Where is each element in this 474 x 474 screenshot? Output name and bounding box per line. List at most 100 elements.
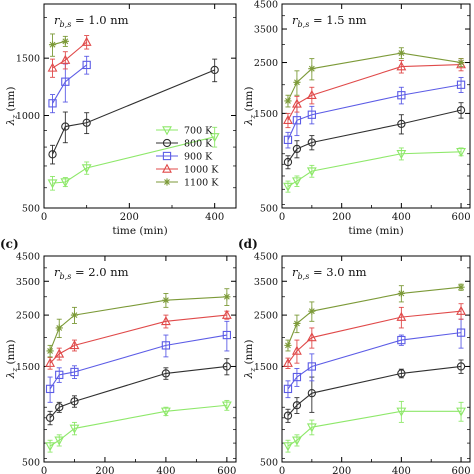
data-point: [160, 407, 171, 417]
series-line: [287, 365, 462, 416]
data-point: [292, 144, 302, 154]
data-point: [60, 54, 71, 64]
x-tick-label: 400: [392, 466, 411, 474]
data-point: [291, 436, 302, 446]
data-point: [291, 345, 302, 355]
series-900k: [48, 55, 91, 114]
data-point: [396, 407, 407, 417]
panel-2: 0 200 400 600 500 1500 2500 3500 4500 λz (nm) time…: [243, 0, 471, 237]
y-tick-label: 2500: [254, 58, 278, 69]
y-tick-label: 4500: [16, 252, 40, 263]
data-point: [47, 179, 58, 189]
data-point: [307, 138, 316, 147]
y-tick-label: 4500: [254, 252, 278, 263]
y-axis-label: λz (nm): [243, 87, 257, 127]
x-tick-label: 400: [392, 212, 411, 223]
series-line: [52, 69, 215, 155]
legend-marker: [162, 163, 172, 173]
x-tick-label: 600: [452, 466, 471, 474]
series-1100k: [46, 288, 231, 358]
data-point: [69, 340, 80, 350]
data-point: [284, 341, 292, 349]
data-point: [283, 114, 293, 125]
legend-label: 700 K: [184, 126, 213, 137]
legend-marker: [163, 178, 171, 186]
data-point: [54, 348, 65, 358]
data-point: [55, 403, 64, 412]
data-point: [292, 116, 302, 125]
plot-frame: [43, 255, 237, 463]
series-800k: [45, 358, 232, 426]
y-tick-label: 3500: [254, 277, 278, 288]
y-tick-label: 2500: [254, 311, 278, 322]
y-tick-label: 500: [260, 458, 278, 469]
data-point: [45, 413, 55, 422]
data-point: [48, 150, 57, 159]
series-700k: [45, 399, 232, 453]
panel-1: 0 200 400 500 1000 1500 λz (nm) time (min) rb,s …: [5, 3, 237, 237]
y-tick-label: 1500: [16, 54, 40, 65]
data-point: [396, 311, 407, 321]
y-axis-label: λz (nm): [243, 340, 257, 380]
x-tick-label: 0: [279, 212, 285, 223]
series-line: [287, 63, 462, 121]
data-point: [45, 442, 56, 452]
data-point: [70, 367, 79, 377]
plot-frame: [281, 255, 471, 463]
data-point: [222, 362, 232, 371]
data-point: [456, 305, 466, 315]
data-point: [291, 177, 302, 187]
series-900k: [45, 320, 232, 403]
series-800k: [283, 359, 466, 423]
series-700k: [283, 147, 466, 193]
data-point: [456, 105, 466, 115]
x-tick-label: 0: [279, 466, 285, 474]
legend-marker: [162, 151, 172, 161]
data-point: [61, 122, 70, 131]
y-tick-label: 500: [22, 458, 40, 469]
y-axis-label: λz (nm): [5, 87, 19, 127]
data-point: [81, 164, 92, 174]
data-point: [221, 401, 232, 411]
data-point: [397, 335, 406, 345]
y-tick-label: 4500: [254, 0, 278, 11]
series-line: [287, 84, 462, 141]
series-line: [49, 365, 227, 419]
data-point: [306, 332, 317, 342]
data-point: [48, 41, 57, 49]
plot-frame: [43, 3, 237, 209]
legend-label: 1000 K: [184, 165, 219, 176]
data-point: [223, 293, 231, 301]
x-tick-label: 200: [95, 466, 114, 474]
data-point: [456, 407, 466, 417]
panel-title: rb,s = 1.0 nm: [54, 13, 129, 29]
series-700k: [47, 126, 220, 191]
panel-label: (c): [0, 237, 19, 251]
y-tick-label: 1500: [254, 109, 278, 120]
series-800k: [283, 102, 466, 170]
series-line: [49, 334, 227, 390]
series-800k: [48, 58, 219, 165]
data-point: [307, 362, 316, 371]
data-point: [283, 135, 293, 144]
y-tick-label: 3500: [16, 277, 40, 288]
data-point: [456, 328, 466, 337]
x-axis-label: time (min): [348, 225, 403, 237]
data-point: [55, 370, 64, 379]
data-point: [162, 296, 170, 304]
data-point: [396, 150, 407, 160]
data-point: [307, 110, 316, 119]
x-tick-label: 200: [332, 212, 351, 223]
data-point: [60, 178, 71, 188]
data-point: [70, 397, 79, 406]
x-tick-label: 200: [332, 466, 351, 474]
data-point: [81, 36, 92, 46]
data-point: [293, 319, 301, 328]
legend: 700 K 800 K 900 K 1000 K 1100 K: [156, 126, 219, 189]
panel-4: 0 200 400 600 500 1500 2500 3500 4500 λz (nm) (d) r…: [238, 237, 471, 474]
panel-3: 0 200 400 600 500 1500 2500 3500 4500 λz (nm) (c) r…: [0, 237, 237, 474]
series-line: [52, 40, 66, 46]
series-1100k: [48, 33, 69, 57]
data-point: [222, 330, 232, 340]
panel-label: (d): [238, 237, 258, 251]
